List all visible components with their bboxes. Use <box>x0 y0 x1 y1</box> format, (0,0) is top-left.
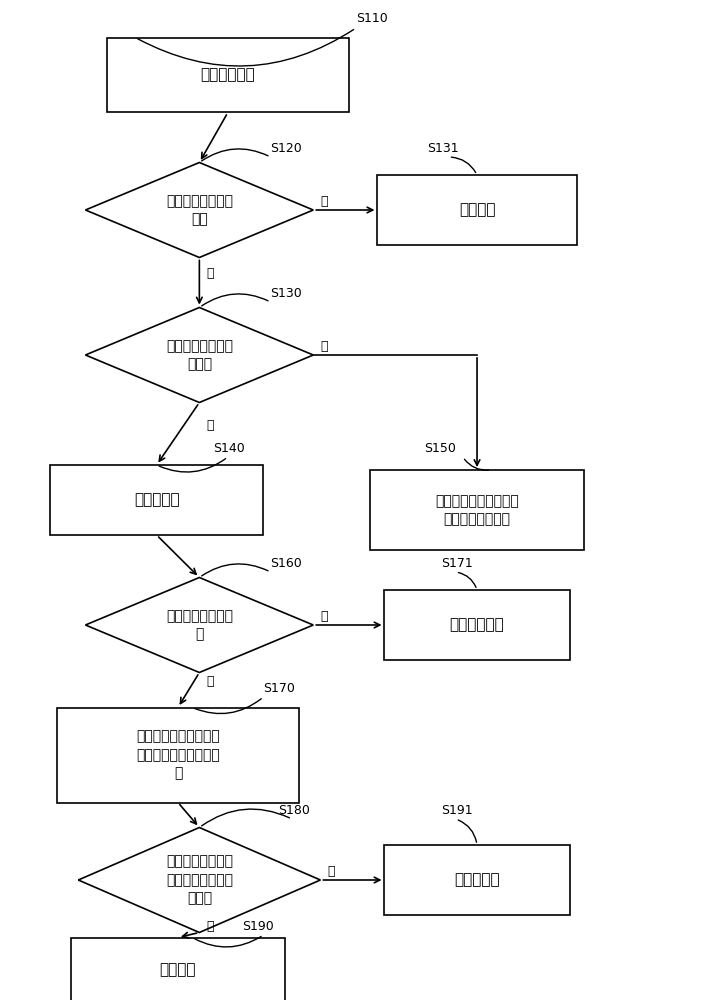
Text: 不启动充电: 不启动充电 <box>454 872 500 888</box>
FancyBboxPatch shape <box>384 845 570 915</box>
Text: 是: 是 <box>206 419 214 432</box>
Text: 是: 是 <box>206 267 214 280</box>
FancyBboxPatch shape <box>57 708 299 802</box>
Text: S160: S160 <box>271 557 303 570</box>
Text: 锁定充电设备的充电权
限并存储预留的充电标
识: 锁定充电设备的充电权 限并存储预留的充电标 识 <box>136 730 220 780</box>
Text: S180: S180 <box>278 804 310 817</box>
Text: S131: S131 <box>427 142 459 155</box>
Text: S150: S150 <box>424 442 456 455</box>
Text: S140: S140 <box>214 442 246 455</box>
Text: S171: S171 <box>441 557 473 570</box>
Text: 否: 否 <box>320 195 328 208</box>
Text: 判断是否接收到挂
机请求: 判断是否接收到挂 机请求 <box>166 339 233 371</box>
Text: S110: S110 <box>356 12 388 25</box>
Text: 是: 是 <box>206 675 214 688</box>
Polygon shape <box>78 828 320 932</box>
Text: S130: S130 <box>271 287 303 300</box>
Text: 是: 是 <box>206 920 214 933</box>
Text: 计算充电费用并解锁充
电设备的充电权限: 计算充电费用并解锁充 电设备的充电权限 <box>435 494 519 526</box>
Text: S191: S191 <box>441 804 473 817</box>
Text: 否: 否 <box>320 610 328 623</box>
Text: 否: 否 <box>320 340 328 353</box>
FancyBboxPatch shape <box>370 470 584 550</box>
Text: 启动充电: 启动充电 <box>159 962 197 978</box>
Text: 获取充电请求: 获取充电请求 <box>201 68 255 83</box>
Text: S190: S190 <box>242 920 274 933</box>
Text: 判断是否断开充电
连接: 判断是否断开充电 连接 <box>166 194 233 226</box>
FancyBboxPatch shape <box>50 465 263 535</box>
Text: S120: S120 <box>271 142 303 155</box>
FancyBboxPatch shape <box>71 938 285 1000</box>
FancyBboxPatch shape <box>384 590 570 660</box>
Polygon shape <box>85 308 313 402</box>
Text: 解锁充电权限: 解锁充电权限 <box>450 617 504 633</box>
Text: 否: 否 <box>328 865 335 878</box>
Text: 判断挂机时段内是
否接收到预留的充
电标识: 判断挂机时段内是 否接收到预留的充 电标识 <box>166 855 233 905</box>
Text: S170: S170 <box>263 682 295 695</box>
Polygon shape <box>85 578 313 672</box>
FancyBboxPatch shape <box>107 37 349 112</box>
Polygon shape <box>85 162 313 257</box>
Text: 判断是否缴纳总费
用: 判断是否缴纳总费 用 <box>166 609 233 641</box>
Text: 继续充电: 继续充电 <box>459 202 496 218</box>
FancyBboxPatch shape <box>377 175 577 245</box>
Text: 计算总费用: 计算总费用 <box>134 492 179 508</box>
